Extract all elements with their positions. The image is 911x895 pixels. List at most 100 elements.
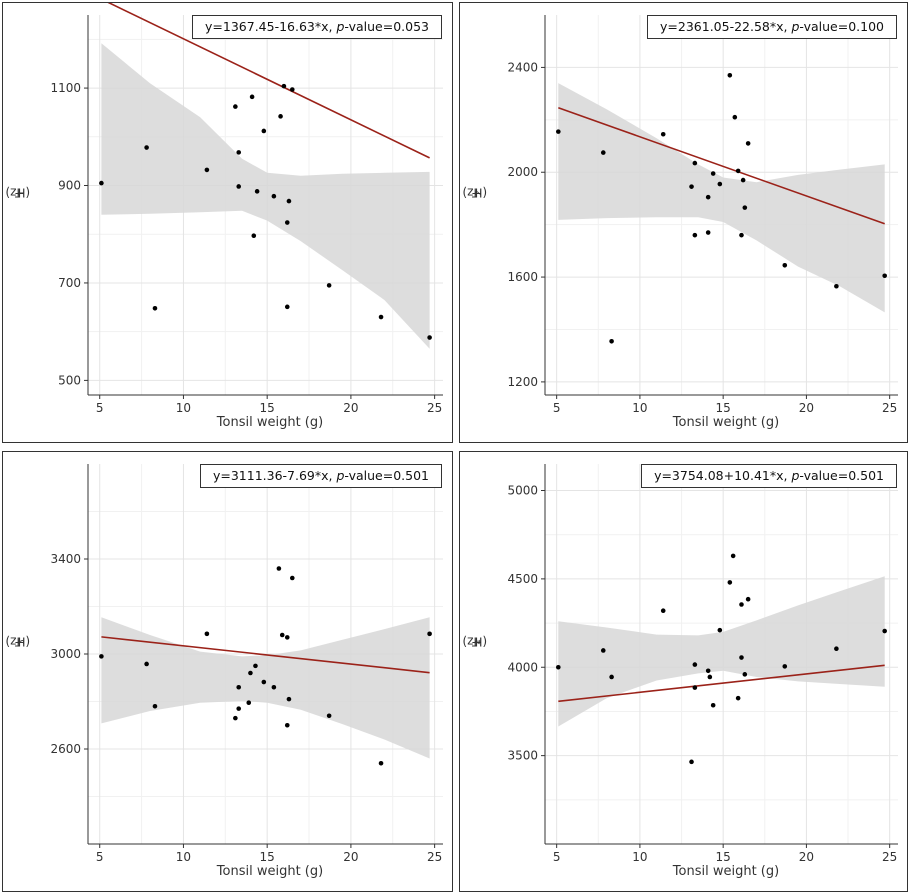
data-point: [236, 684, 242, 690]
data-point: [326, 713, 332, 719]
data-point: [286, 696, 292, 702]
data-point: [246, 700, 252, 705]
data-point: [556, 129, 561, 134]
confidence-band: [558, 83, 885, 313]
y-tick-label: 4500: [507, 572, 538, 586]
regression-equation-box: y=3754.08+10.41*x, p-value=0.501: [641, 464, 897, 488]
pvalue-text: -value=0.501: [799, 468, 884, 483]
data-point: [732, 114, 738, 120]
chart-panel-f2: 5 10 15 20 25 1200 1600 2000 2400 y=2361.05-22.5…: [459, 2, 908, 443]
data-point: [609, 674, 614, 680]
chart-panel-f4: 5 10 15 20 25 3500 4000 4500 5000 y=3754.08+10.4…: [459, 451, 908, 892]
data-point: [144, 661, 149, 667]
regression-line: [558, 664, 885, 703]
data-point: [251, 233, 257, 238]
data-point: [144, 145, 149, 150]
data-point: [742, 205, 748, 210]
data-point: [660, 608, 666, 613]
data-point: [707, 674, 713, 680]
plot-area: 5 10 15 20 25 500 700 900 1100: [50, 3, 443, 415]
plot-area: 5 10 15 20 25 3500 4000 4500 5000: [507, 464, 898, 864]
data-point: [705, 194, 711, 200]
data-point: [289, 87, 295, 92]
x-tick-label: 20: [799, 401, 814, 415]
regression-equation-box: y=2361.05-22.58*x, p-value=0.100: [647, 15, 897, 39]
data-point: [689, 184, 694, 189]
data-point: [727, 580, 733, 585]
data-point: [727, 72, 733, 78]
data-point: [233, 104, 238, 109]
data-point: [253, 663, 258, 669]
x-tick-label: 15: [716, 401, 731, 415]
pvalue-label: p: [791, 19, 800, 34]
data-point: [882, 273, 887, 279]
data-point: [740, 177, 746, 183]
data-point: [248, 670, 253, 676]
x-tick-label: 20: [799, 850, 814, 864]
y-tick-label: 4000: [507, 660, 538, 674]
x-tick-label: 15: [260, 401, 275, 415]
data-point: [284, 635, 290, 640]
data-point: [782, 664, 788, 669]
x-tick-label: 25: [882, 850, 897, 864]
data-point: [692, 662, 698, 667]
data-point: [254, 189, 260, 194]
y-tick-label: 500: [58, 373, 81, 387]
x-tick-label: 10: [176, 850, 191, 864]
equation-text: y=3754.08+10.41*x,: [654, 468, 792, 483]
x-tick-label: 5: [96, 850, 104, 864]
x-tick-label: 5: [553, 850, 561, 864]
x-tick-label: 20: [343, 850, 358, 864]
data-point: [600, 150, 606, 155]
x-tick-label: 15: [716, 850, 731, 864]
plot-area: 5 10 15 20 25 1200 1600 2000 2400: [507, 15, 898, 415]
y-tick-label: 2600: [50, 742, 81, 756]
x-axis-label: Tonsil weight (g): [216, 864, 324, 879]
chart-panel-f3: 5 10 15 20 25 2600 3000 3400 y=3111.36-7.69*x, …: [2, 451, 453, 892]
data-point: [556, 664, 561, 670]
data-point: [660, 131, 666, 137]
data-point: [745, 596, 751, 602]
y-label-unit: (Hz): [462, 635, 488, 649]
data-point: [689, 759, 694, 765]
data-point: [427, 631, 432, 637]
pvalue-text: -value=0.100: [799, 19, 884, 34]
regression-equation-box: y=3111.36-7.69*x, p-value=0.501: [199, 464, 442, 488]
data-point: [236, 706, 242, 711]
data-point: [742, 672, 748, 677]
x-tick-label: 10: [176, 401, 191, 415]
data-point: [261, 679, 267, 685]
chart-panel-f1: 5 10 15 20 25 500 700 900 1100 y=1367.45-16.63*x…: [2, 2, 453, 443]
x-axis-label: Tonsil weight (g): [672, 864, 780, 879]
data-point: [204, 167, 210, 173]
data-point: [692, 232, 698, 238]
y-tick-label: 3400: [50, 552, 81, 566]
data-point: [609, 338, 614, 344]
data-point: [834, 283, 839, 289]
x-tick-label: 15: [260, 850, 275, 864]
data-point: [204, 631, 210, 637]
data-point: [735, 168, 741, 174]
x-axis-label: Tonsil weight (g): [216, 415, 324, 430]
data-point: [271, 193, 277, 199]
x-tick-label: 25: [427, 850, 442, 864]
data-point: [276, 566, 282, 571]
pvalue-text: -value=0.053: [344, 19, 429, 34]
data-point: [705, 668, 711, 674]
data-point: [378, 314, 384, 320]
x-tick-label: 25: [427, 401, 442, 415]
data-point: [249, 94, 255, 100]
data-point: [882, 628, 887, 634]
y-tick-label: 2000: [507, 165, 538, 179]
y-tick-label: 5000: [507, 484, 538, 498]
data-point: [284, 220, 290, 225]
data-point: [735, 695, 741, 701]
y-label-unit: (Hz): [5, 186, 31, 200]
x-tick-label: 5: [553, 401, 561, 415]
data-point: [152, 305, 158, 311]
data-point: [834, 646, 839, 651]
